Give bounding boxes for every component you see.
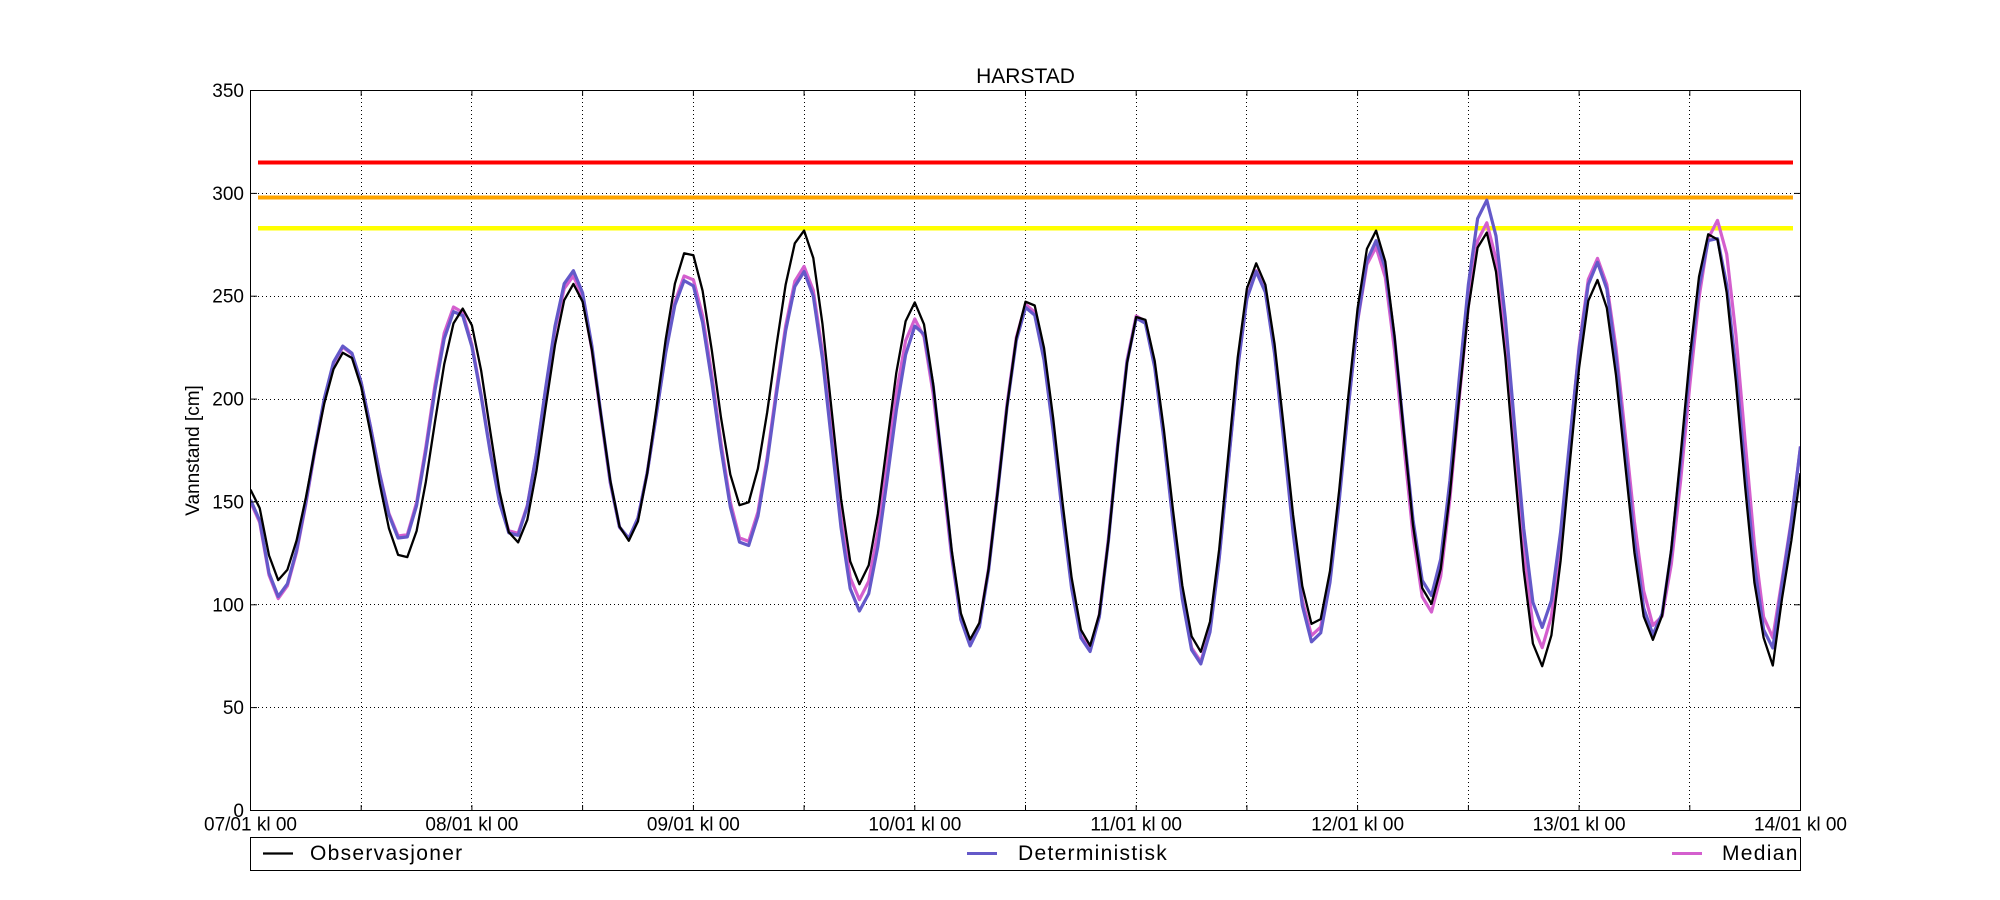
svg-text:0: 0 — [233, 801, 244, 822]
svg-text:HARSTAD: HARSTAD — [976, 65, 1075, 88]
svg-text:08/01 kl 00: 08/01 kl 00 — [425, 815, 518, 836]
svg-text:Observasjoner: Observasjoner — [310, 842, 463, 865]
svg-text:250: 250 — [212, 287, 244, 308]
svg-text:12/01 kl 00: 12/01 kl 00 — [1311, 815, 1404, 836]
svg-text:07/01 kl 00: 07/01 kl 00 — [204, 815, 297, 836]
svg-text:Deterministisk: Deterministisk — [1018, 842, 1168, 865]
svg-text:10/01 kl 00: 10/01 kl 00 — [868, 815, 961, 836]
svg-text:100: 100 — [212, 595, 244, 616]
svg-text:13/01 kl 00: 13/01 kl 00 — [1533, 815, 1626, 836]
svg-text:50: 50 — [223, 698, 244, 719]
svg-text:Vannstand [cm]: Vannstand [cm] — [183, 385, 204, 516]
svg-text:350: 350 — [212, 81, 244, 102]
svg-text:300: 300 — [212, 184, 244, 205]
svg-text:11/01 kl 00: 11/01 kl 00 — [1090, 815, 1182, 836]
svg-text:150: 150 — [212, 492, 244, 513]
svg-text:14/01 kl 00: 14/01 kl 00 — [1754, 815, 1847, 836]
svg-text:200: 200 — [212, 390, 244, 411]
svg-text:Median: Median — [1722, 842, 1799, 865]
svg-text:09/01 kl 00: 09/01 kl 00 — [647, 815, 740, 836]
